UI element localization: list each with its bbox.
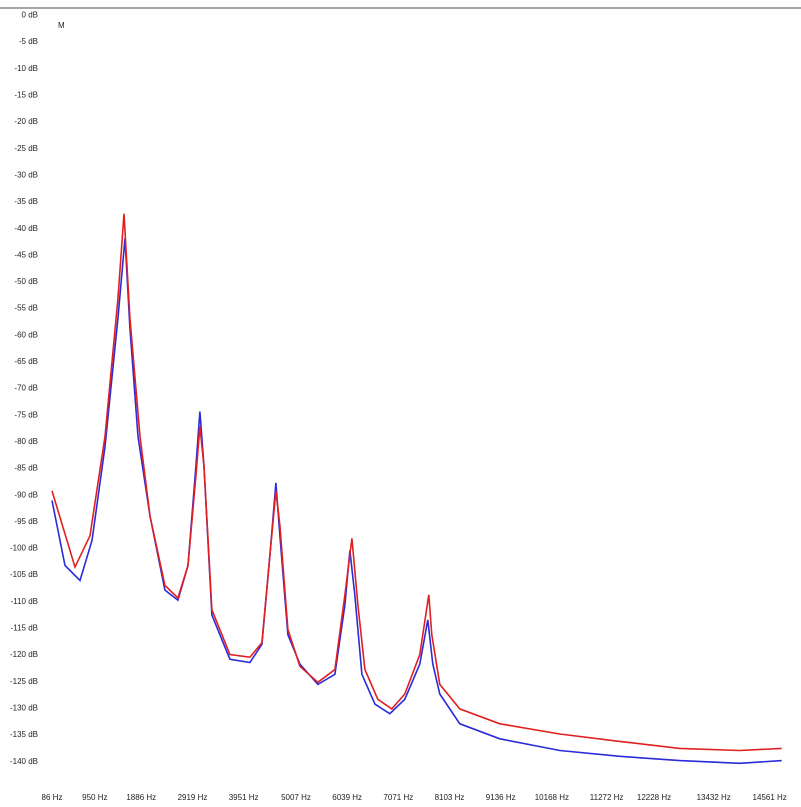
y-tick-label: -25 dB (14, 144, 38, 153)
y-tick-label: -80 dB (14, 437, 38, 446)
x-tick-label: 6039 Hz (332, 793, 362, 802)
x-tick-label: 9136 Hz (486, 793, 516, 802)
x-tick-label: 86 Hz (42, 793, 63, 802)
y-tick-label: -100 dB (10, 544, 38, 553)
x-tick-label: 7071 Hz (383, 793, 413, 802)
y-tick-label: -40 dB (14, 224, 38, 233)
y-tick-label: -70 dB (14, 384, 38, 393)
x-tick-label: 14561 Hz (753, 793, 787, 802)
x-tick-label: 1886 Hz (126, 793, 156, 802)
y-tick-label: -90 dB (14, 490, 38, 499)
y-tick-label: -120 dB (10, 650, 38, 659)
y-tick-label: -135 dB (10, 730, 38, 739)
y-tick-label: -10 dB (14, 64, 38, 73)
y-tick-label: -65 dB (14, 357, 38, 366)
y-tick-label: -15 dB (14, 91, 38, 100)
y-tick-label: -115 dB (11, 624, 38, 633)
y-tick-label: -50 dB (14, 277, 38, 286)
x-tick-label: 11272 Hz (590, 793, 624, 802)
y-tick-label: -75 dB (14, 410, 38, 419)
series-line (51, 213, 782, 752)
y-tick-label: -45 dB (14, 250, 38, 259)
y-tick-label: -5 dB (19, 37, 38, 46)
y-tick-label: -105 dB (10, 570, 38, 579)
y-tick-label: -20 dB (14, 117, 38, 126)
x-tick-label: 10168 Hz (535, 793, 569, 802)
y-tick-label: -55 dB (14, 304, 38, 313)
x-tick-label: 5007 Hz (281, 793, 311, 802)
x-tick-label: 3951 Hz (229, 793, 259, 802)
y-tick-label: -95 dB (14, 517, 38, 526)
series-line (51, 238, 782, 765)
x-tick-label: 8103 Hz (435, 793, 465, 802)
x-tick-label: 13432 Hz (697, 793, 731, 802)
x-tick-label: 12228 Hz (637, 793, 671, 802)
y-tick-label: -30 dB (14, 170, 38, 179)
x-tick-label: 950 Hz (82, 793, 107, 802)
x-tick-label: 2919 Hz (178, 793, 208, 802)
y-tick-label: -125 dB (10, 677, 38, 686)
y-tick-label: -35 dB (14, 197, 38, 206)
y-tick-label: -110 dB (11, 597, 38, 606)
y-tick-label: -140 dB (10, 757, 38, 766)
annotation: M (58, 21, 65, 30)
y-tick-label: -60 dB (14, 330, 38, 339)
y-tick-label: -130 dB (10, 703, 38, 712)
y-tick-label: 0 dB (22, 11, 38, 20)
y-tick-label: -85 dB (14, 464, 38, 473)
